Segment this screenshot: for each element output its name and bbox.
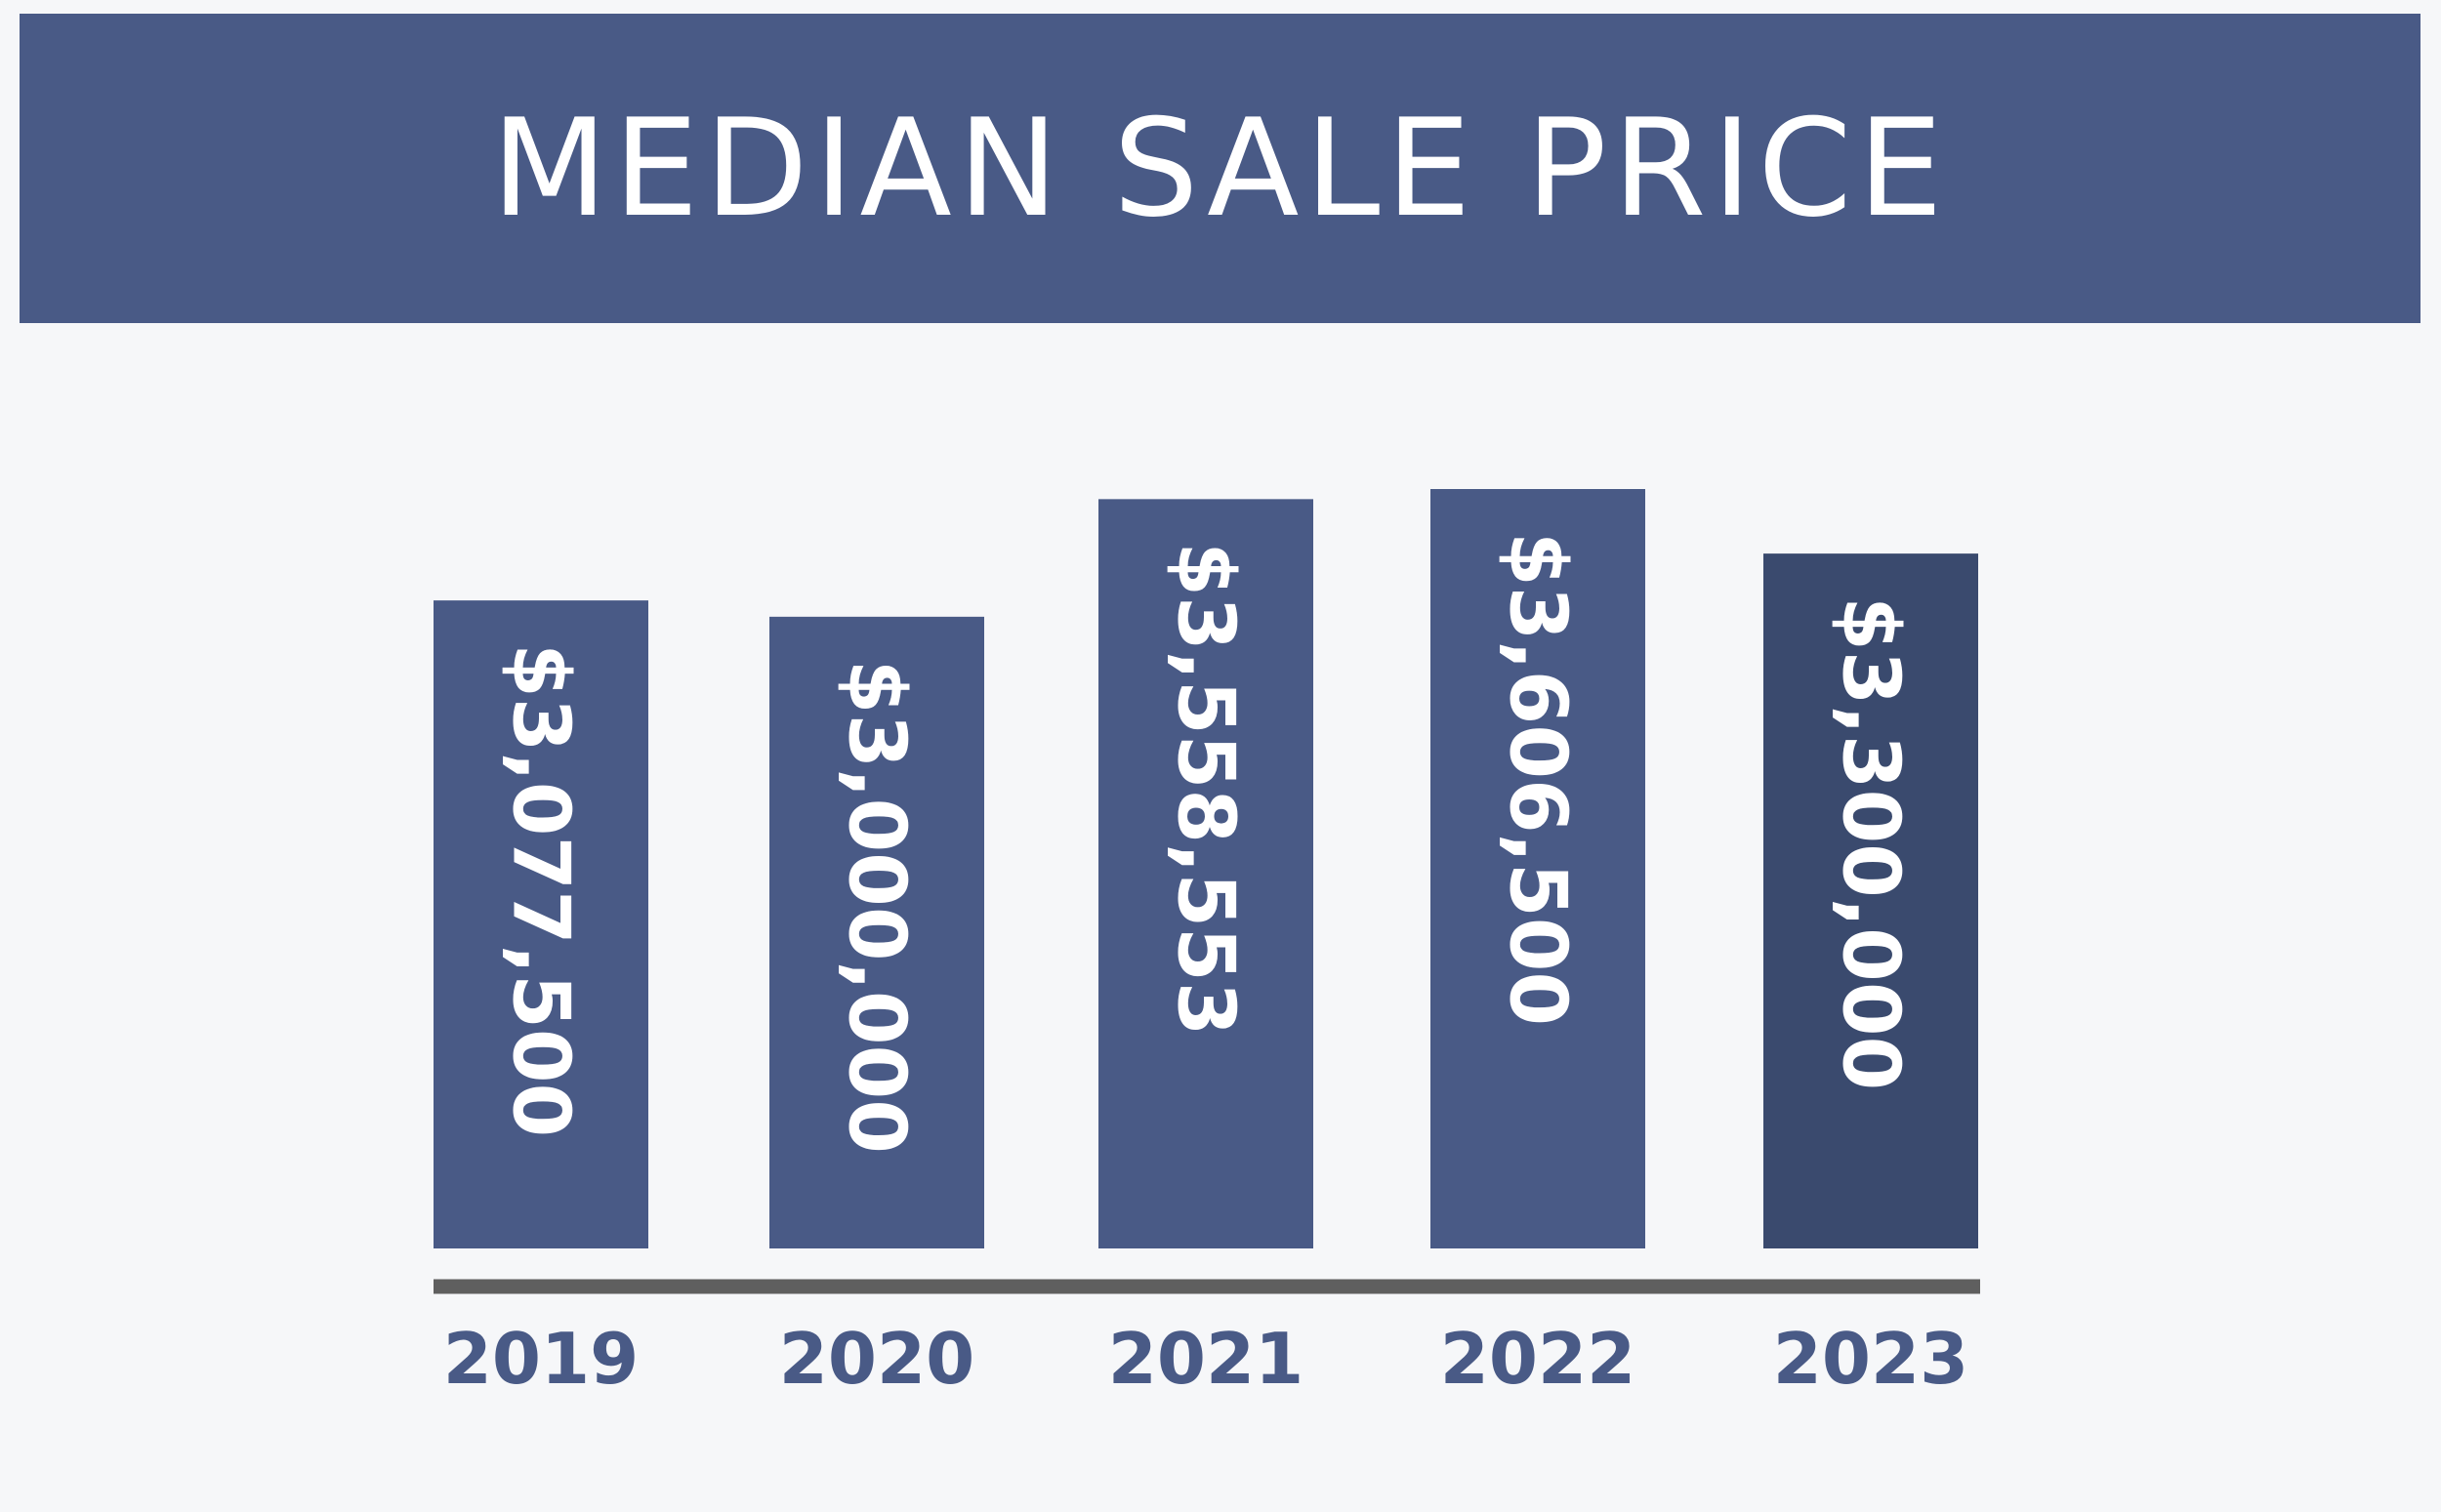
bar-2020 [769, 616, 984, 1248]
bar-2023 [1763, 553, 1978, 1248]
data-labels-layer: $3,077,500 $3,000,000 $3,558,553 $3,606,500… [496, 532, 1917, 1154]
x-tick-label-2021: 2021 [1108, 1318, 1303, 1400]
x-tick-label-2023: 2023 [1773, 1318, 1968, 1400]
data-label-2022: $3,606,500 [1493, 532, 1584, 1026]
data-label-2023: $3,300,000 [1826, 596, 1917, 1090]
x-tick-labels-layer: 2019 2020 2021 2022 2023 [443, 1318, 1968, 1400]
x-tick-label-2019: 2019 [443, 1318, 639, 1400]
title-banner: MEDIAN SALE PRICE [20, 14, 2420, 323]
bar-2022 [1430, 489, 1645, 1248]
data-label-2019: $3,077,500 [496, 643, 587, 1137]
x-tick-label-2022: 2022 [1440, 1318, 1635, 1400]
x-tick-label-2020: 2020 [779, 1318, 974, 1400]
chart-title: MEDIAN SALE PRICE [491, 89, 1949, 247]
data-label-2021: $3,558,553 [1161, 542, 1252, 1036]
bar-2021 [1098, 499, 1313, 1248]
data-label-2020: $3,000,000 [832, 660, 923, 1154]
bar-2019 [434, 600, 648, 1248]
bars-layer [434, 489, 1978, 1248]
